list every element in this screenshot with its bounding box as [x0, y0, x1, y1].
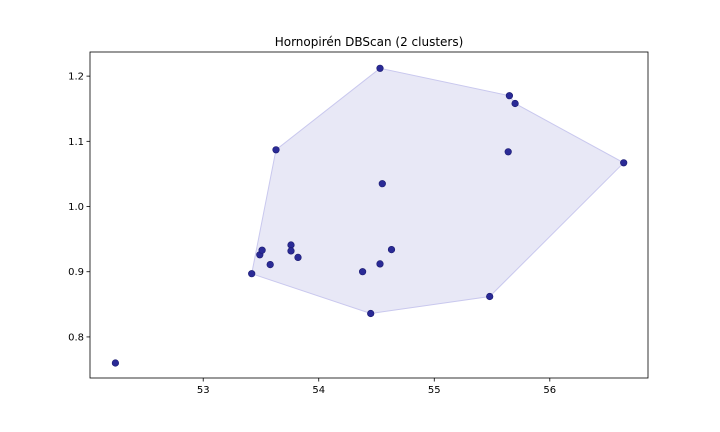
y-tick-label-3: 1.1 [68, 137, 84, 148]
data-point-15 [486, 292, 494, 301]
y-tick-label-1: 0.9 [68, 267, 84, 278]
cluster-hull [251, 67, 625, 315]
y-tick-label-0: 0.8 [68, 332, 84, 343]
data-point-8 [294, 253, 302, 261]
data-point-7 [287, 247, 295, 255]
data-point-19 [620, 159, 628, 167]
x-tick-label-0: 53 [197, 385, 210, 396]
data-point-13 [378, 180, 386, 188]
data-point-18 [511, 99, 519, 108]
data-point-5 [272, 146, 280, 154]
x-tick-label-3: 56 [543, 385, 556, 396]
data-point-17 [505, 92, 514, 100]
data-point-3 [258, 246, 266, 254]
x-tick-label-1: 54 [312, 385, 325, 396]
y-tick-label-4: 1.2 [68, 72, 84, 83]
data-point-0 [111, 359, 119, 367]
y-tick-label-2: 1.0 [68, 202, 84, 213]
data-point-1 [248, 270, 256, 278]
data-point-4 [266, 261, 274, 269]
axes-frame [89, 51, 649, 379]
data-point-14 [387, 246, 396, 254]
chart-title: Hornopirén DBScan (2 clusters) [275, 35, 464, 49]
x-tick-label-2: 55 [428, 385, 441, 396]
data-point-9 [359, 268, 367, 276]
data-point-10 [367, 309, 375, 318]
plot-area: 53 54 55 56 0.8 0.9 1.0 1.1 1.2 [68, 51, 649, 396]
data-point-16 [504, 148, 512, 156]
data-point-11 [376, 260, 384, 268]
data-point-12 [376, 64, 384, 72]
